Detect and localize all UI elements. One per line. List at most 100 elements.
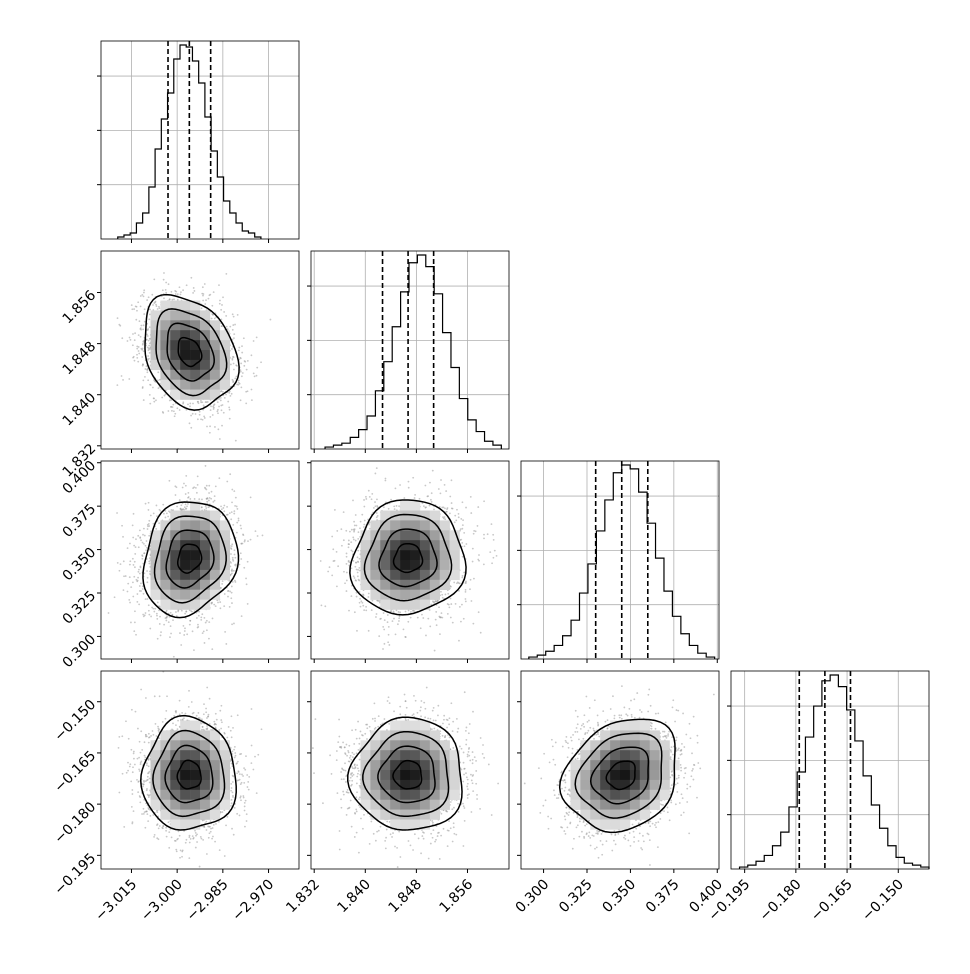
sample-point — [483, 534, 485, 536]
sample-point — [140, 730, 142, 732]
sample-point — [314, 718, 316, 720]
sample-point — [213, 604, 215, 606]
sample-point — [383, 506, 385, 508]
sample-point — [166, 695, 168, 697]
sample-point — [432, 829, 434, 831]
sample-point — [464, 820, 466, 822]
density-cell — [160, 580, 170, 590]
sample-point — [437, 705, 439, 707]
sample-point — [158, 306, 160, 308]
sample-point — [142, 344, 144, 346]
sample-point — [173, 410, 175, 412]
sample-point — [361, 602, 363, 604]
sample-point — [363, 506, 365, 508]
sample-point — [241, 345, 243, 347]
sample-point — [206, 498, 208, 500]
sample-point — [399, 713, 401, 715]
density-cell — [180, 530, 190, 540]
sample-point — [133, 545, 135, 547]
sample-point — [270, 319, 272, 321]
sample-point — [240, 525, 242, 527]
sample-point — [212, 827, 214, 829]
sample-point — [376, 613, 378, 615]
sample-point — [339, 746, 341, 748]
sample-point — [220, 397, 222, 399]
sample-point — [376, 516, 378, 518]
sample-point — [445, 594, 447, 596]
histogram-step — [740, 675, 929, 869]
sample-point — [206, 687, 208, 689]
sample-point — [240, 399, 242, 401]
sample-point — [216, 410, 218, 412]
sample-point — [256, 375, 258, 377]
sample-point — [375, 727, 377, 729]
sample-point — [322, 802, 324, 804]
sample-point — [187, 497, 189, 499]
sample-point — [348, 610, 350, 612]
sample-point — [147, 577, 149, 579]
sample-point — [456, 718, 458, 720]
sample-point — [182, 487, 184, 489]
sample-point — [226, 481, 228, 483]
sample-point — [133, 630, 135, 632]
sample-point — [169, 519, 171, 521]
density-cell — [170, 330, 180, 340]
sample-point — [200, 616, 202, 618]
sample-point — [193, 649, 195, 651]
sample-point — [157, 308, 159, 310]
sample-point — [145, 503, 147, 505]
sample-point — [245, 578, 247, 580]
sample-point — [133, 564, 135, 566]
sample-point — [231, 393, 233, 395]
sample-point — [195, 847, 197, 849]
density-panel — [308, 671, 509, 869]
sample-point — [166, 836, 168, 838]
sample-point — [217, 409, 219, 411]
sample-point — [180, 504, 182, 506]
sample-point — [155, 723, 157, 725]
sample-point — [412, 610, 414, 612]
sample-point — [443, 719, 445, 721]
sample-point — [221, 811, 223, 813]
sample-point — [611, 834, 613, 836]
sample-point — [146, 813, 148, 815]
sample-point — [472, 774, 474, 776]
density-cell — [430, 740, 440, 750]
sample-point — [148, 345, 150, 347]
sample-point — [248, 789, 250, 791]
sample-point — [467, 797, 469, 799]
sample-point — [186, 839, 188, 841]
density-cell — [190, 740, 200, 750]
sample-point — [398, 620, 400, 622]
sample-point — [438, 832, 440, 834]
sample-point — [230, 518, 232, 520]
sample-point — [472, 751, 474, 753]
sample-point — [348, 561, 350, 563]
density-cell — [210, 350, 220, 360]
sample-point — [142, 614, 144, 616]
sample-point — [226, 737, 228, 739]
density-cell — [180, 360, 190, 370]
sample-point — [194, 498, 196, 500]
sample-point — [237, 314, 239, 316]
sample-point — [346, 814, 348, 816]
density-cell — [390, 790, 400, 800]
sample-point — [207, 826, 209, 828]
sample-point — [228, 406, 230, 408]
sample-point — [348, 543, 350, 545]
sample-point — [205, 728, 207, 730]
sample-point — [461, 604, 463, 606]
sample-point — [231, 623, 233, 625]
sample-point — [453, 582, 455, 584]
sample-point — [208, 714, 210, 716]
sample-point — [465, 739, 467, 741]
sample-point — [156, 618, 158, 620]
sample-point — [468, 755, 470, 757]
sample-point — [218, 406, 220, 408]
sample-point — [357, 773, 359, 775]
sample-point — [241, 352, 243, 354]
sample-point — [399, 484, 401, 486]
sample-point — [449, 717, 451, 719]
sample-point — [206, 853, 208, 855]
sample-point — [217, 401, 219, 403]
